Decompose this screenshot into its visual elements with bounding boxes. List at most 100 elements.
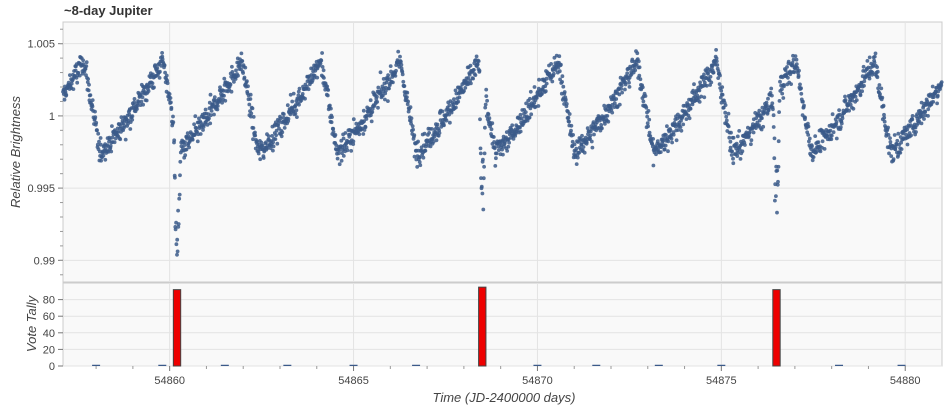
brightness-point xyxy=(851,106,856,111)
brightness-point xyxy=(337,162,342,167)
brightness-point xyxy=(794,57,799,62)
brightness-point xyxy=(457,95,462,100)
brightness-point xyxy=(341,154,346,158)
brightness-point xyxy=(62,97,67,102)
brightness-point xyxy=(266,134,271,139)
brightness-point xyxy=(110,124,114,128)
brightness-point xyxy=(412,133,417,138)
brightness-point xyxy=(249,114,253,119)
brightness-point xyxy=(774,194,778,199)
brightness-point xyxy=(644,105,649,110)
brightness-point xyxy=(75,80,80,85)
brightness-point xyxy=(939,80,944,84)
brightness-point xyxy=(569,128,573,133)
brightness-point xyxy=(771,107,775,112)
chart-title: ~8-day Jupiter xyxy=(64,3,153,18)
brightness-point xyxy=(620,90,624,95)
brightness-point xyxy=(724,118,729,123)
brightness-point xyxy=(215,104,220,108)
brightness-y-axis-label: Relative Brightness xyxy=(8,96,23,208)
brightness-point xyxy=(195,139,200,144)
vote-y-axis-label: Vote Tally xyxy=(24,294,39,352)
brightness-point xyxy=(259,140,264,145)
brightness-point xyxy=(303,96,307,101)
brightness-point xyxy=(799,86,803,91)
brightness-point xyxy=(697,100,702,104)
brightness-point xyxy=(496,144,501,149)
brightness-point xyxy=(692,82,696,87)
brightness-point xyxy=(387,86,391,91)
brightness-point xyxy=(321,68,326,73)
brightness-point xyxy=(919,121,924,126)
brightness-point xyxy=(348,132,352,137)
brightness-point xyxy=(248,92,253,97)
brightness-point xyxy=(717,82,722,86)
brightness-point xyxy=(896,131,901,136)
brightness-point xyxy=(738,157,743,161)
brightness-point xyxy=(130,117,135,122)
brightness-point xyxy=(331,126,336,131)
brightness-point xyxy=(553,68,558,72)
brightness-point xyxy=(838,125,843,129)
brightness-point xyxy=(68,73,72,77)
brightness-point xyxy=(108,144,113,148)
brightness-point xyxy=(566,115,571,120)
brightness-point xyxy=(772,156,777,161)
brightness-point xyxy=(813,134,818,139)
brightness-point xyxy=(471,76,475,81)
brightness-point xyxy=(825,134,830,138)
brightness-point xyxy=(511,137,516,141)
brightness-point xyxy=(250,106,255,111)
brightness-point xyxy=(771,113,776,118)
brightness-point xyxy=(187,145,192,150)
brightness-point xyxy=(599,123,604,127)
brightness-point xyxy=(829,133,834,138)
brightness-point xyxy=(245,79,249,83)
brightness-point xyxy=(123,137,128,142)
brightness-point xyxy=(571,133,575,137)
brightness-point xyxy=(635,51,640,56)
brightness-point xyxy=(882,112,886,117)
brightness-point xyxy=(666,149,670,154)
brightness-point xyxy=(364,117,369,121)
brightness-point xyxy=(751,130,756,135)
brightness-point xyxy=(497,148,501,153)
brightness-point xyxy=(294,108,299,113)
brightness-point xyxy=(285,103,290,108)
brightness-point xyxy=(843,94,847,99)
brightness-point xyxy=(386,73,390,78)
brightness-point xyxy=(781,96,786,100)
brightness-point xyxy=(383,97,387,102)
brightness-point xyxy=(527,115,532,120)
brightness-point xyxy=(518,112,523,117)
brightness-point xyxy=(926,114,930,118)
brightness-point xyxy=(273,137,278,142)
brightness-point xyxy=(249,111,254,116)
brightness-point xyxy=(880,95,885,100)
brightness-point xyxy=(132,100,137,105)
brightness-point xyxy=(344,145,349,150)
brightness-point xyxy=(702,72,706,77)
brightness-point xyxy=(479,184,484,189)
brightness-point xyxy=(369,119,374,124)
brightness-point xyxy=(320,51,324,55)
brightness-point xyxy=(647,117,652,122)
brightness-point xyxy=(135,107,139,111)
brightness-point xyxy=(575,155,580,160)
brightness-points xyxy=(61,48,944,257)
x-tick-label: 54870 xyxy=(522,375,553,387)
brightness-point xyxy=(529,112,534,117)
brightness-point xyxy=(408,105,413,110)
brightness-point xyxy=(315,75,320,80)
brightness-point xyxy=(172,138,177,143)
vote-bar-small xyxy=(283,364,292,366)
brightness-point xyxy=(361,108,366,113)
brightness-point xyxy=(610,110,615,115)
brightness-point xyxy=(448,120,452,125)
brightness-point xyxy=(160,57,165,61)
brightness-point xyxy=(917,119,921,123)
vote-bar-small xyxy=(835,364,844,366)
brightness-point xyxy=(483,102,488,107)
brightness-point xyxy=(861,64,866,69)
brightness-point xyxy=(248,97,253,101)
